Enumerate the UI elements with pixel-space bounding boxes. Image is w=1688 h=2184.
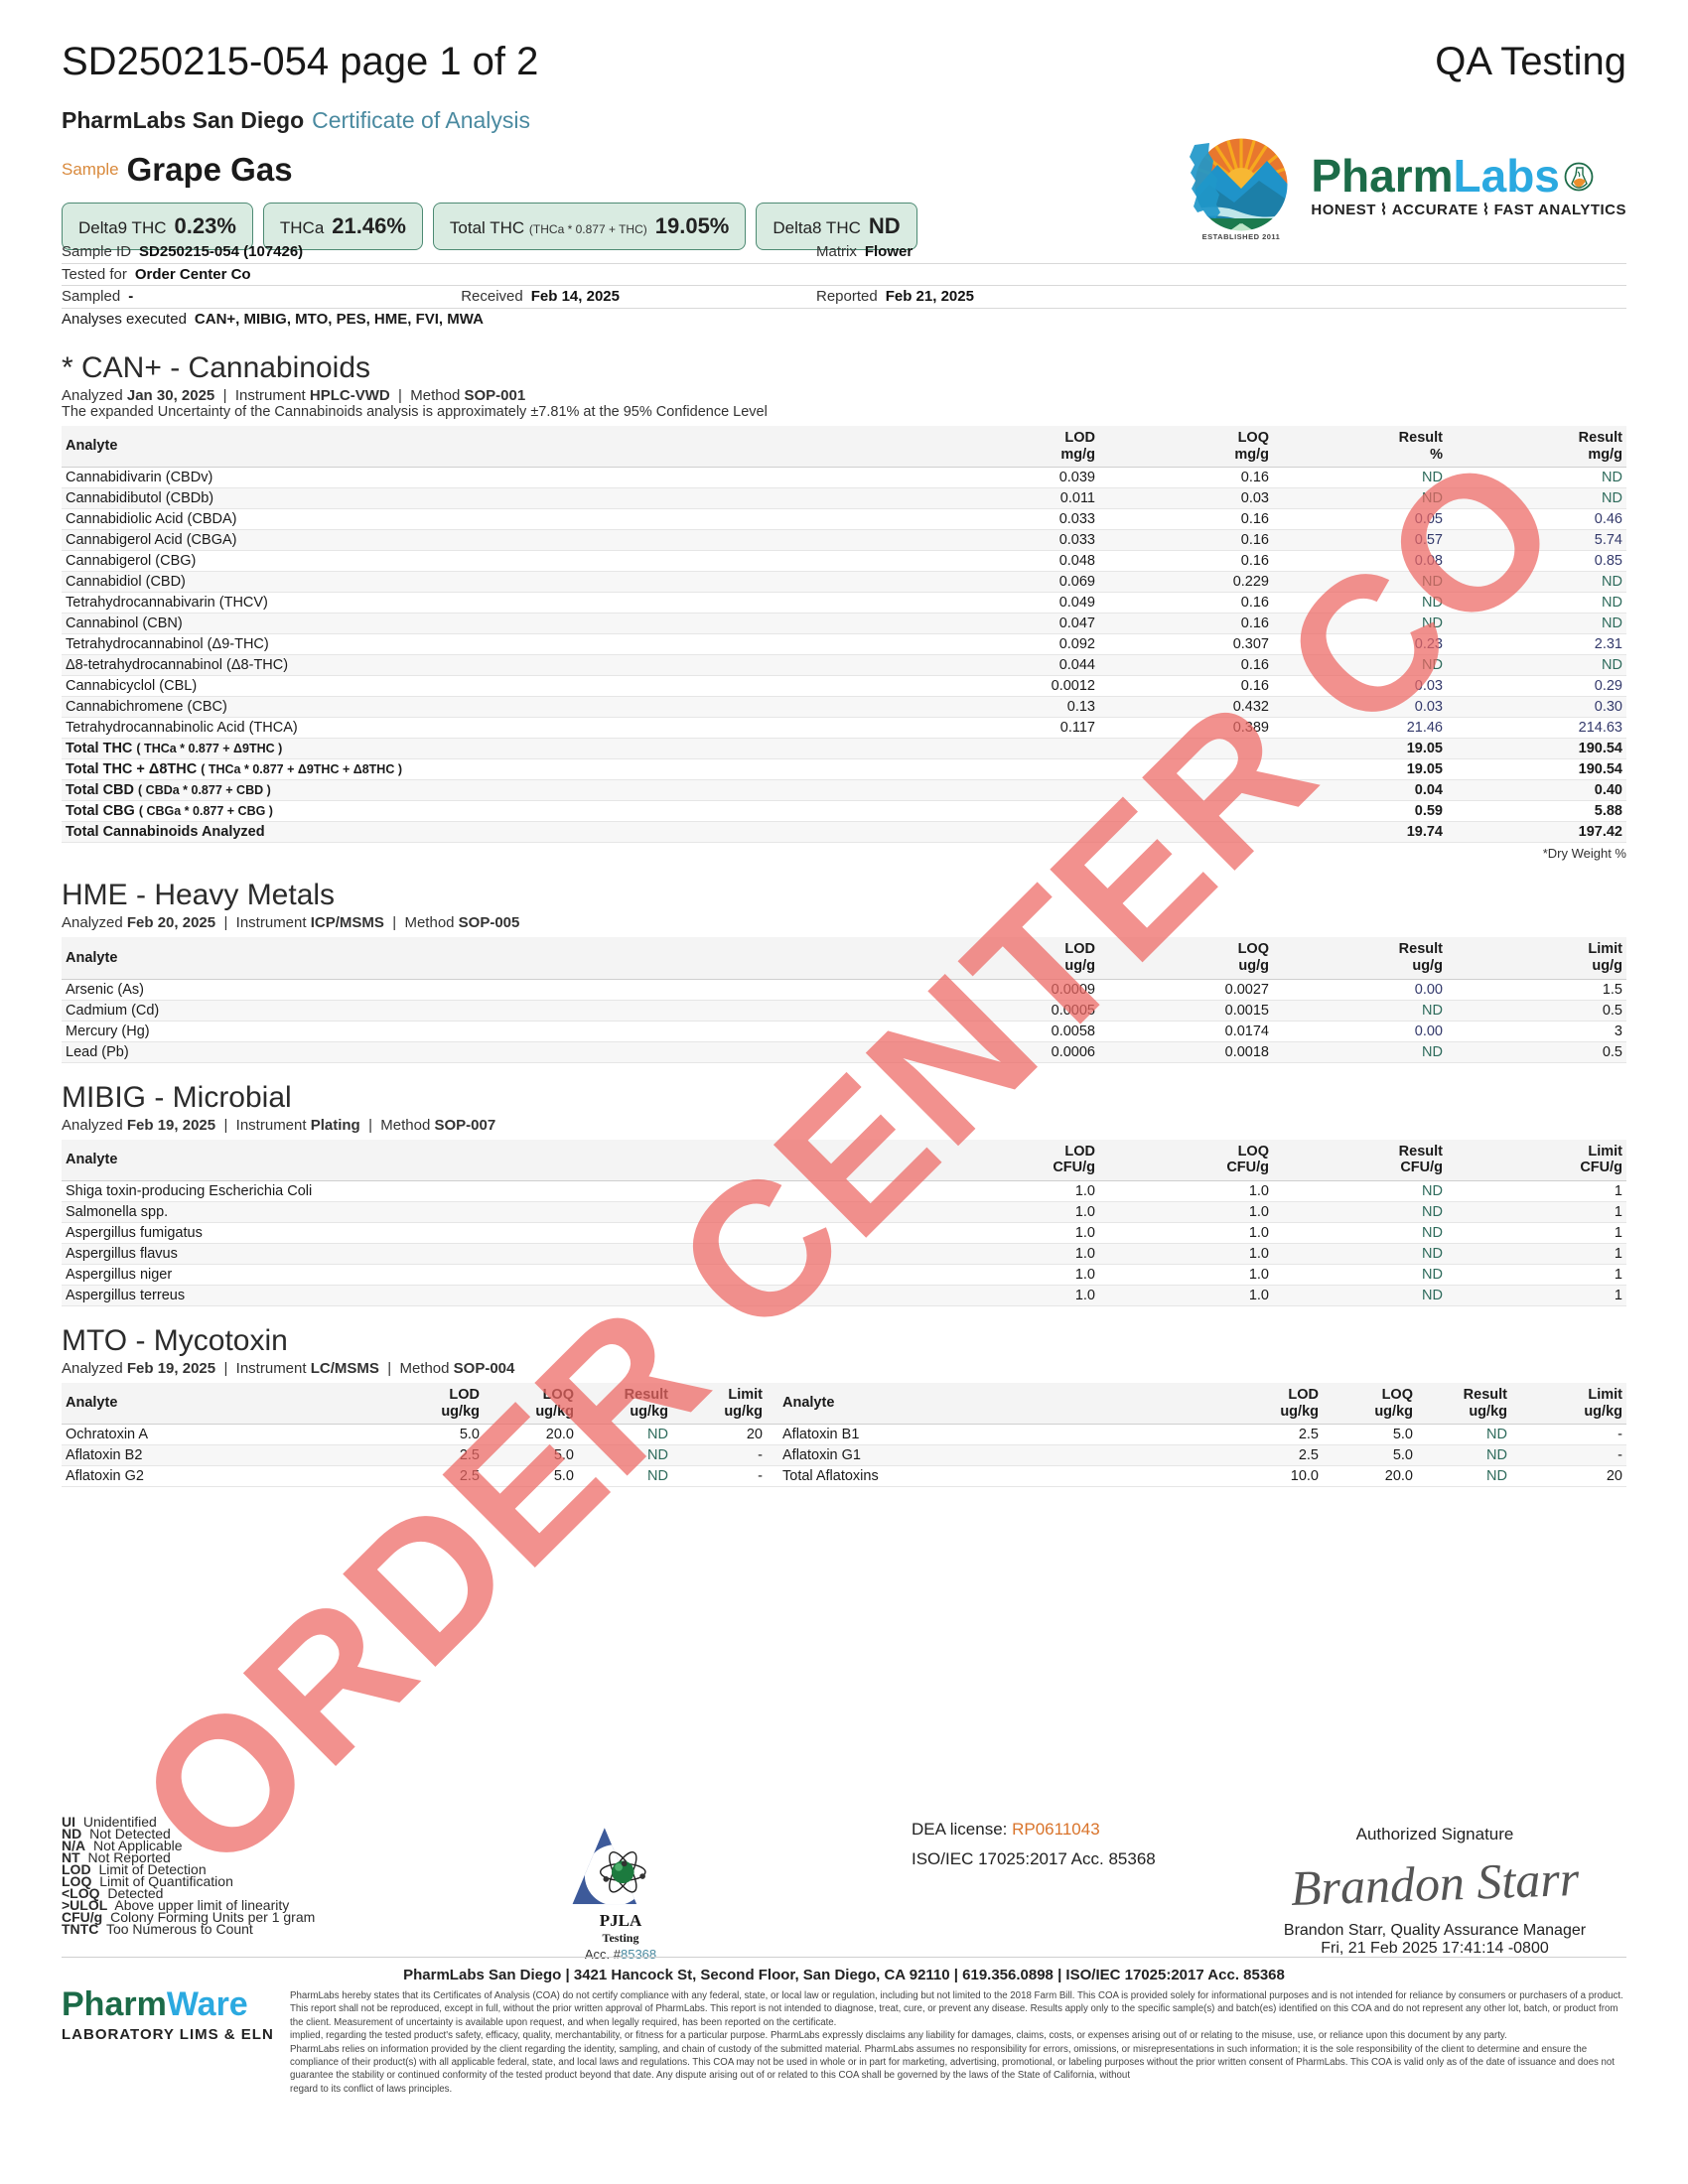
svg-text:ESTABLISHED 2011: ESTABLISHED 2011	[1202, 232, 1281, 241]
